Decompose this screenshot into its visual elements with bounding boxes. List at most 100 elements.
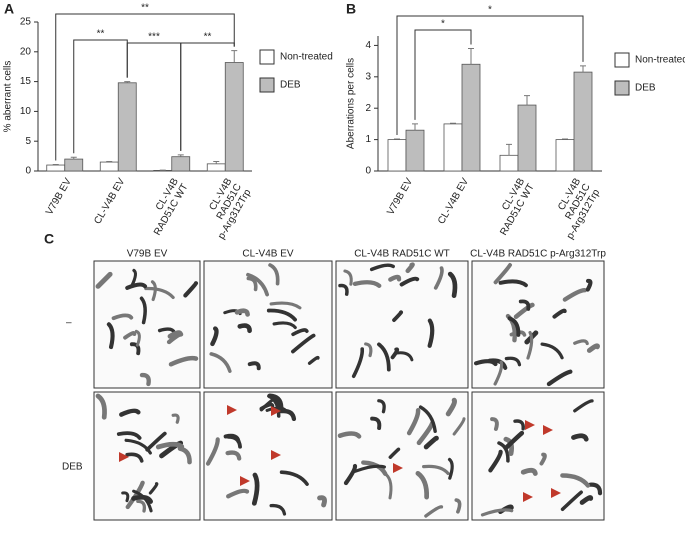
x-tick-label-line: V79B EV <box>385 176 415 217</box>
chromosome <box>259 402 275 411</box>
chromosome <box>370 416 382 430</box>
error-bar <box>580 65 586 73</box>
chromosome <box>579 495 594 505</box>
y-tick-label: 20 <box>20 46 32 57</box>
significance-label: * <box>488 5 492 16</box>
bar <box>461 63 481 172</box>
chromosome <box>343 463 358 486</box>
chromosome <box>291 333 316 354</box>
chromosome <box>552 308 567 319</box>
error-bar <box>106 160 113 163</box>
chromosome <box>269 503 287 516</box>
chromosome <box>95 271 113 289</box>
chromosome <box>226 434 242 449</box>
arrowhead <box>543 425 553 435</box>
chromosome <box>560 473 591 488</box>
bar <box>573 71 593 172</box>
row-label: – <box>66 318 72 329</box>
x-tick-label: V79B EV <box>385 176 415 217</box>
chromosome <box>352 280 382 288</box>
x-tick-label: CL-V4B EV <box>92 176 127 226</box>
micrograph <box>471 260 605 389</box>
error-bar <box>562 138 568 140</box>
chromosome <box>390 347 400 360</box>
error-bar <box>52 163 59 166</box>
significance-label: * <box>441 19 445 30</box>
error-bar <box>394 138 400 140</box>
chromosome <box>473 359 498 367</box>
y-axis-label: Aberrations per cells <box>346 58 357 149</box>
chromosome <box>279 470 309 486</box>
chromosome <box>251 472 260 506</box>
bar <box>171 156 191 172</box>
chromosome <box>177 446 192 465</box>
chromosome <box>388 274 402 282</box>
y-axis-label: % aberrant cells <box>3 61 14 133</box>
column-label: CL-V4B RAD51C p-Arg312Trp <box>470 249 606 260</box>
y-tick-label: 10 <box>20 106 32 117</box>
chromosome <box>351 347 365 379</box>
y-tick-label: 5 <box>25 136 31 147</box>
chromosome <box>317 495 327 508</box>
chromosome <box>125 452 144 463</box>
chromosome <box>406 408 421 436</box>
chromosome <box>571 433 589 442</box>
row-label: DEB <box>62 462 83 473</box>
chromosome <box>136 499 147 513</box>
legend-label: Non-treated <box>280 52 333 63</box>
significance-label: ** <box>141 3 149 14</box>
chromosome <box>562 288 587 302</box>
panel-label: B <box>346 1 356 17</box>
bar <box>555 139 575 172</box>
bar <box>64 158 84 172</box>
error-bar <box>231 50 238 63</box>
y-tick-label: 1 <box>365 134 371 145</box>
arrowhead <box>523 492 533 502</box>
chromosome <box>246 276 258 292</box>
significance-bracket <box>414 29 472 120</box>
chromosome <box>423 435 439 450</box>
bar <box>387 139 407 172</box>
x-tick-label-line: CL-V4B EV <box>436 176 471 226</box>
chromosome <box>307 355 320 365</box>
x-tick-label: CL-V4BRAD51Cp-Arg312Trp <box>545 176 602 241</box>
bar <box>517 104 537 172</box>
chromosome <box>225 450 242 461</box>
error-bar <box>70 156 77 160</box>
chromosome <box>139 296 147 325</box>
chromosome <box>171 413 180 424</box>
error-bar <box>450 122 456 124</box>
chromosome <box>124 438 152 455</box>
chromosome <box>337 431 362 439</box>
chromosome <box>490 417 499 431</box>
chromosome <box>226 488 250 499</box>
chromosome <box>125 282 148 290</box>
chromosome <box>247 361 261 371</box>
x-tick-label: V79B EV <box>44 176 74 217</box>
chromosome <box>433 266 444 290</box>
bar <box>224 62 244 172</box>
chromosome <box>130 268 138 288</box>
chromosome <box>139 372 151 387</box>
error-bar <box>524 95 530 106</box>
chromosome <box>237 323 252 334</box>
error-bar <box>213 160 220 164</box>
column-label: V79B EV <box>127 249 168 260</box>
arrowhead <box>271 450 281 460</box>
chromosome <box>167 330 183 339</box>
chromosome <box>520 467 538 476</box>
y-tick-label: 3 <box>365 71 371 82</box>
legend-label: Non-treated <box>635 55 685 66</box>
chromosome <box>266 308 297 322</box>
y-tick-label: 2 <box>365 103 371 114</box>
x-tick-label: CL-V4BRAD51C WT <box>142 176 190 237</box>
y-tick-label: 25 <box>20 17 32 28</box>
chromosome <box>121 491 130 503</box>
error-bar <box>124 81 131 83</box>
chromosome <box>353 464 386 473</box>
arrowhead <box>551 488 561 498</box>
chromosome <box>279 408 297 422</box>
significance-bracket <box>396 15 584 135</box>
chromosome <box>424 505 444 518</box>
